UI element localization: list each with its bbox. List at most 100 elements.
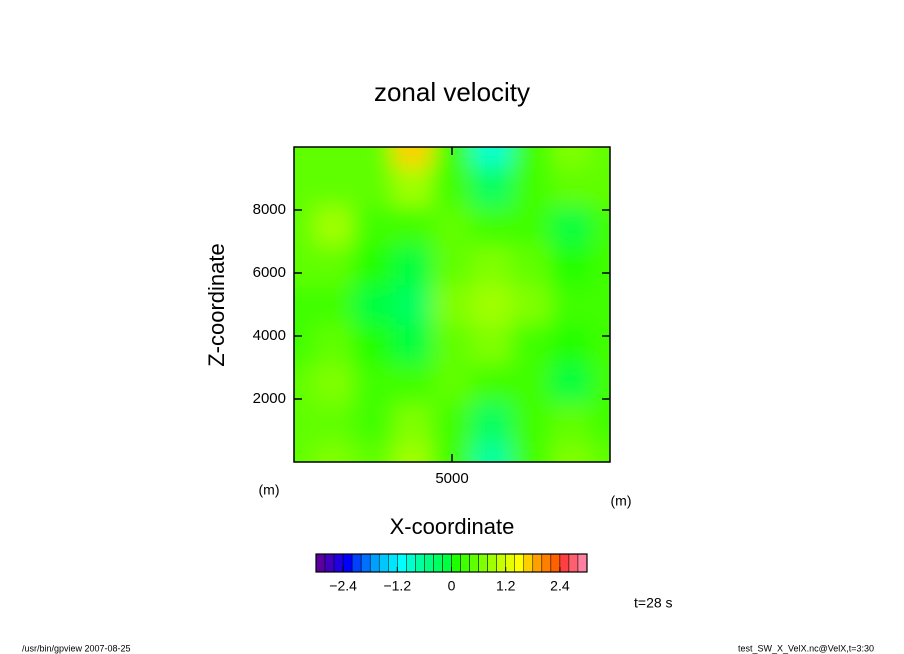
colorbar-segment (342, 553, 353, 573)
y-tick-label: 6000 (253, 264, 286, 281)
colorbar-segment (460, 553, 470, 573)
field-cell (590, 442, 610, 462)
field-cell (294, 245, 315, 286)
colorbar-segment (559, 553, 570, 573)
field-cell (432, 442, 473, 462)
field-cell (511, 206, 552, 246)
field-cell (432, 245, 473, 286)
colorbar-segment (442, 553, 452, 573)
field-cell (353, 284, 394, 325)
field-cell (511, 442, 552, 462)
colorbar-segment (550, 553, 561, 573)
field-cell (353, 324, 394, 365)
field-cell (432, 166, 473, 207)
colorbar-segment (424, 553, 434, 573)
field-cell (392, 442, 433, 462)
field-cell (392, 402, 433, 443)
field-cell (471, 442, 512, 462)
x-tick-label: 5000 (435, 470, 468, 487)
field-cell (471, 147, 512, 168)
field-cell (313, 402, 354, 443)
colorbar-segment (577, 553, 588, 573)
y-tick-label: 4000 (253, 327, 286, 344)
colorbar-tick-label: −2.4 (329, 578, 357, 594)
colorbar-segment (406, 553, 416, 573)
field-cell (590, 324, 610, 365)
colorbar-tick-label: −1.2 (383, 578, 411, 594)
field-cell (550, 245, 591, 286)
field-cell (353, 363, 394, 404)
field-cell (550, 324, 591, 365)
field-cell (511, 166, 552, 207)
field-cell (590, 166, 610, 207)
field-cell (590, 284, 610, 325)
colorbar-segment (496, 553, 506, 573)
field-cell (471, 206, 512, 246)
footer-left: /usr/bin/gpview 2007-08-25 (22, 643, 131, 653)
field-cell (353, 245, 394, 286)
colorbar-segment (568, 553, 579, 573)
field-cell (550, 206, 591, 246)
footer-right: test_SW_X_VelX.nc@VelX,t=3:30 (738, 643, 874, 653)
field-cell (471, 166, 512, 207)
field-cell (471, 245, 512, 286)
x-axis-label: X-coordinate (390, 514, 515, 539)
field-cell (590, 402, 610, 443)
field-cell (353, 166, 394, 207)
field-cell (313, 206, 354, 246)
colorbar-segment (505, 553, 515, 573)
colorbar-segment (351, 553, 362, 573)
colorbar-segment (324, 553, 335, 573)
colorbar-segment (487, 553, 497, 573)
field-cell (353, 402, 394, 443)
field-cell (294, 284, 315, 325)
field-cell (392, 363, 433, 404)
colorbar-tick-label: 1.2 (496, 578, 516, 594)
field-cells (294, 147, 610, 462)
field-cell (294, 147, 315, 168)
field-cell (590, 363, 610, 404)
field-cell (313, 245, 354, 286)
field-cell (550, 147, 591, 168)
field-cell (471, 363, 512, 404)
field-cell (313, 324, 354, 365)
field-cell (294, 206, 315, 246)
field-cell (353, 442, 394, 462)
field-cell (590, 147, 610, 168)
colorbar-segment (532, 553, 543, 573)
colorbar-segment (469, 553, 479, 573)
y-axis-label: Z-coordinate (204, 243, 229, 367)
annotation: t=28 s (634, 595, 673, 611)
field-cell (550, 402, 591, 443)
field-cell (432, 284, 473, 325)
field-cell (550, 166, 591, 207)
field-cell (471, 284, 512, 325)
field-cell (471, 402, 512, 443)
colorbar-segment (378, 553, 389, 573)
field-cell (294, 363, 315, 404)
field-cell (294, 402, 315, 443)
colorbar-segment (415, 553, 425, 573)
field-cell (353, 147, 394, 168)
field-cell (511, 363, 552, 404)
field-cell (511, 245, 552, 286)
x-unit: (m) (611, 493, 632, 509)
colorbar-segment (388, 553, 398, 573)
field-cell (313, 147, 354, 168)
colorbar-segment (514, 553, 525, 573)
field-cell (511, 324, 552, 365)
colorbar-segment (369, 553, 380, 573)
colorbar-segment (433, 553, 443, 573)
field-cell (392, 324, 433, 365)
y-unit: (m) (259, 482, 280, 498)
field-cell (550, 442, 591, 462)
y-tick-label: 8000 (253, 201, 286, 218)
field-cell (294, 166, 315, 207)
field-cell (313, 284, 354, 325)
field-cell (353, 206, 394, 246)
y-tick-label: 2000 (253, 390, 286, 407)
field-cell (392, 284, 433, 325)
field-cell (550, 284, 591, 325)
field-cell (550, 363, 591, 404)
colorbar-segment (397, 553, 407, 573)
